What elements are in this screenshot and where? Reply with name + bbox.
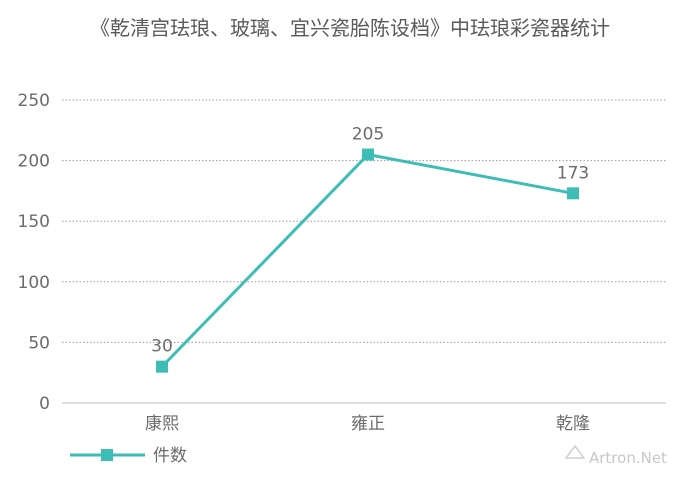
y-tick-label: 100 (18, 273, 50, 293)
data-point-marker (567, 187, 579, 200)
y-tick-label: 0 (39, 394, 50, 414)
x-category-label: 雍正 (351, 414, 385, 434)
chart-title: 《乾清宫珐琅、玻璃、宜兴瓷胎陈设档》中珐琅彩瓷器统计 (90, 16, 610, 40)
y-axis-ticks: 0 50 100 150 200 250 (18, 91, 50, 414)
y-tick-label: 250 (18, 91, 50, 111)
watermark-text: Artron.Net (589, 449, 667, 467)
series-line (160, 152, 574, 368)
legend-label: 件数 (153, 446, 187, 466)
watermark: Artron.Net (564, 444, 667, 467)
series-group: 30 205 173 (151, 125, 589, 373)
data-point-marker (156, 360, 168, 373)
artron-logo-icon (564, 444, 586, 459)
data-label: 30 (151, 337, 173, 357)
legend-marker (101, 449, 113, 461)
x-axis-categories: 康熙 雍正 乾隆 (145, 414, 590, 434)
data-label: 205 (352, 125, 384, 145)
x-category-label: 康熙 (145, 414, 179, 434)
data-point-marker (362, 148, 374, 161)
gridlines (62, 99, 666, 404)
x-category-label: 乾隆 (556, 414, 590, 434)
y-tick-label: 150 (18, 212, 50, 232)
y-tick-label: 50 (28, 333, 50, 353)
y-tick-label: 200 (18, 152, 50, 172)
data-label: 173 (557, 163, 589, 183)
legend: 件数 (70, 446, 187, 466)
